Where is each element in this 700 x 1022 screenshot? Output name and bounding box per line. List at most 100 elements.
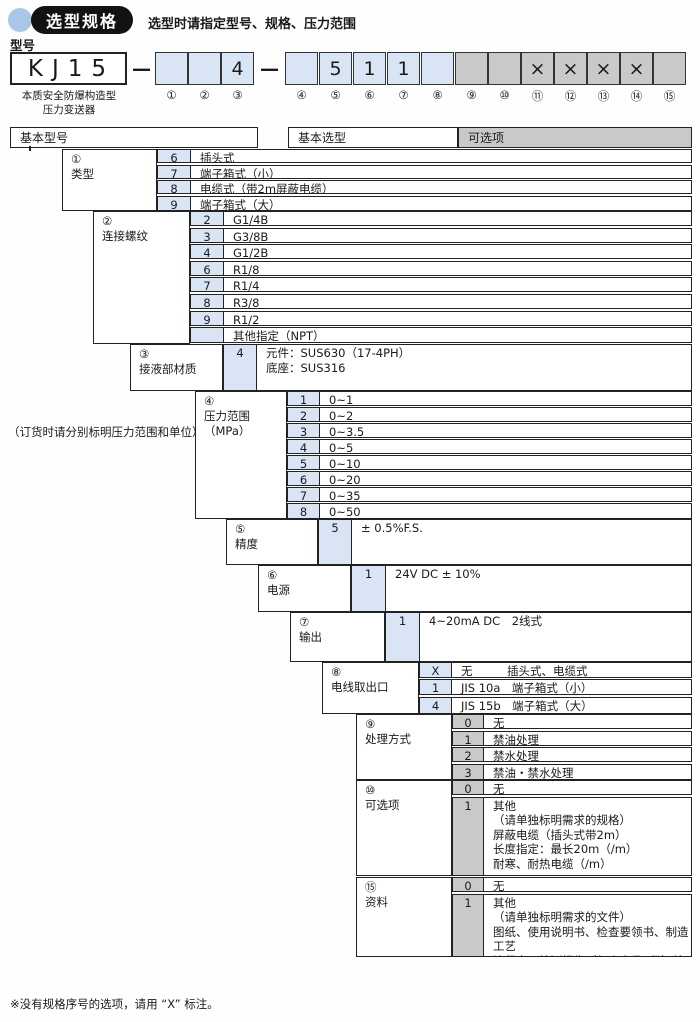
option-desc: 端子箱式（大） [200,197,281,210]
digit-index-3: ③ [232,88,243,102]
option-row: 1 0~1 [287,391,692,407]
section-label-output: ⑦ 输出 [290,612,385,662]
digit-index-15: ⑮ [663,89,676,103]
option-desc: R1/8 [233,262,260,275]
header-optional: 可选项 [458,127,692,148]
model-digit-box-3: 4 [221,52,254,85]
option-code: 6 [191,261,224,277]
section-label-power-supply: ⑥ 电源 [258,565,351,612]
option-desc: 元件：SUS630（17-4PH） 底座：SUS316 [266,346,411,375]
option-row: 7 R1/4 [190,277,692,293]
option-desc: 24V DC ± 10% [395,567,481,581]
option-row: 4 JIS 15b 端子箱式（大） [419,696,692,714]
section-label-pressure-range: ④ 压力范围（MPa） [195,391,287,519]
option-code: 3 [191,228,224,244]
option-row: 0 无 [452,877,692,893]
badge-circle-decoration [8,8,32,32]
option-code: 0 [453,781,484,796]
option-code: 4 [224,345,257,390]
option-code: 8 [288,504,320,519]
option-code: 7 [158,165,191,181]
option-code: 8 [158,181,191,196]
option-row: 6 R1/8 [190,260,692,277]
option-code: 0 [453,715,484,730]
option-code: 9 [158,196,191,212]
option-code [191,328,224,343]
option-row: 8 电缆式（带2m屏蔽电缆） [157,180,692,196]
option-desc: 其他指定（NPT） [233,329,325,343]
option-desc: 0~50 [329,505,361,518]
digit-index-13: ⑬ [597,89,610,103]
model-digit-box-7: 1 [387,52,420,85]
option-code: 6 [158,150,191,165]
section-subtitle: 选型时请指定型号、规格、压力范围 [148,17,357,32]
option-row: 5 0~10 [287,455,692,471]
option-desc: 其他 （请单独标明需求的文件） 图纸、使用说明书、检查要领书、制造工艺 流程表、… [493,895,689,957]
option-desc: 0~2 [329,409,354,421]
option-desc: JIS 15b 端子箱式（大） [461,698,593,713]
option-code: 5 [319,520,352,564]
option-row: 2 0~2 [287,407,692,423]
option-row: 5 ± 0.5%F.S. [318,519,692,565]
option-row: 1 JIS 10a 端子箱式（小） [419,679,692,696]
option-desc: 无 [493,782,505,794]
option-row: 3 0~3.5 [287,423,692,439]
digit-index-2: ② [199,88,210,102]
model-digit-box-8 [421,52,454,85]
model-digit-box-4 [285,52,318,85]
option-row: 6 0~20 [287,471,692,487]
digit-index-11: ⑪ [531,89,544,103]
option-desc: ± 0.5%F.S. [361,521,423,535]
option-code: 1 [386,613,420,661]
option-desc: 0~1 [329,393,354,405]
option-row: 8 R3/8 [190,294,692,310]
model-caption-line2: 压力变送器 [42,104,96,116]
option-code: X [420,663,452,678]
option-row: 4 G1/2B [190,244,692,260]
model-digit-box-2 [188,52,221,85]
option-code: 1 [453,797,484,875]
option-desc: JIS 10a 端子箱式（小） [461,681,593,695]
option-code: 4 [191,245,224,260]
option-row: 3 G3/8B [190,227,692,244]
header-connector-stub [29,146,31,151]
option-row: 1 24V DC ± 10% [351,565,692,612]
option-row: 3 禁油・禁水处理 [452,763,692,780]
option-code: 8 [191,295,224,310]
option-row: 2 禁水处理 [452,747,692,763]
option-desc: R3/8 [233,296,260,308]
header-basic-selection: 基本选型 [288,127,458,148]
digit-index-10: ⑩ [499,88,510,102]
option-row: X 无 插头式、电缆式 [419,662,692,678]
footnote: ※没有规格序号的选项，请用 “X” 标注。 [10,997,219,1011]
option-desc: 0~5 [329,441,354,453]
option-desc: 电缆式（带2m屏蔽电缆） [200,182,334,193]
option-row: 其他指定（NPT） [190,327,692,344]
section-label-wire-outlet: ⑧ 电线取出口 [322,662,419,714]
model-digit-box-13: × [587,52,620,85]
option-desc: 其他 （请单独标明需求的规格） 屏蔽电缆（插头式带2m） 长度指定：最长20m（… [493,798,638,871]
option-row: 9 R1/2 [190,310,692,327]
option-desc: 插头式 [200,151,235,162]
digit-index-8: ⑧ [432,88,443,102]
model-prefix-box: KJ15 [10,52,127,85]
option-desc: 无 [493,879,505,891]
model-digit-box-9 [455,52,488,85]
option-row: 1 4~20mA DC 2线式 [385,612,692,662]
option-row: 4 元件：SUS630（17-4PH） 底座：SUS316 [223,344,692,391]
option-row: 4 0~5 [287,439,692,455]
option-code: 1 [288,392,320,407]
option-desc: 端子箱式（小） [200,166,281,178]
option-desc: 0~35 [329,489,361,501]
option-code: 2 [191,212,224,227]
digit-index-9: ⑨ [466,88,477,102]
model-digit-box-5: 5 [319,52,352,85]
option-row: 1 禁油处理 [452,730,692,747]
model-digit-box-12: × [554,52,587,85]
section-label-thread: ② 连接螺纹 [93,211,190,344]
model-digit-box-1 [155,52,188,85]
option-row: 6 插头式 [157,149,692,165]
option-code: 1 [352,566,386,611]
section-label-type: ① 类型 [62,149,157,211]
